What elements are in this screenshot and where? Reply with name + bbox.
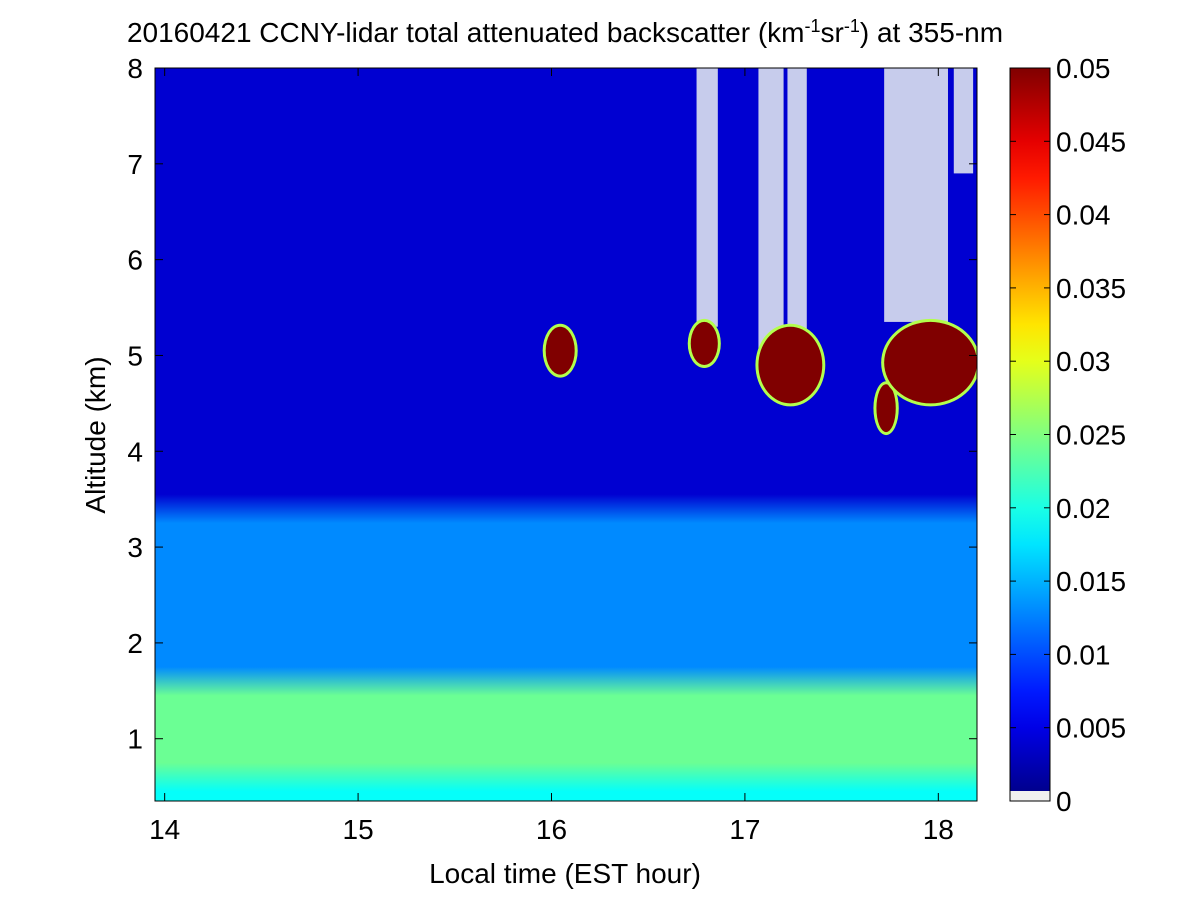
colorbar-tick-label: 0.02 xyxy=(1056,493,1111,524)
colorbar-tick-label: 0.025 xyxy=(1056,420,1126,451)
cloud-patch xyxy=(884,321,977,404)
signal-dropout-region xyxy=(953,68,974,174)
chart-title: 20160421 CCNY-lidar total attenuated bac… xyxy=(127,16,1003,48)
heatmap-layer-transition xyxy=(155,494,977,524)
colorbar-tick-label: 0.05 xyxy=(1056,53,1111,84)
plot-frame xyxy=(154,67,978,802)
y-tick-label: 2 xyxy=(127,628,143,659)
cloud-patch xyxy=(690,321,718,366)
colorbar-tick-label: 0.01 xyxy=(1056,639,1111,670)
x-tick-label: 17 xyxy=(729,814,760,845)
colorbar-tick-label: 0.035 xyxy=(1056,273,1126,304)
signal-dropout-region xyxy=(758,68,784,356)
heatmap-layer-transition xyxy=(155,762,977,792)
heatmap-layer-free-troposphere xyxy=(155,68,977,509)
y-tick-label: 7 xyxy=(127,149,143,180)
y-tick-label: 1 xyxy=(127,724,143,755)
colorbar-tick-label: 0.045 xyxy=(1056,126,1126,157)
colorbar: 0 0.005 0.01 0.015 0.02 0.025 0.03 0.035 0.04 0.0… xyxy=(1009,53,1126,817)
heatmap-layer-residual-layer xyxy=(155,508,977,682)
x-tick-label: 16 xyxy=(536,814,567,845)
colorbar-below-range xyxy=(1010,791,1050,801)
y-axis-label: Altitude (km) xyxy=(80,356,111,513)
signal-dropout-region xyxy=(696,68,718,327)
heatmap-layer-transition xyxy=(155,666,977,696)
heatmap-layer-boundary-layer xyxy=(155,681,977,778)
y-tick-label: 4 xyxy=(127,436,143,467)
signal-dropout-region xyxy=(787,68,807,356)
signal-dropout-region xyxy=(884,68,948,322)
colorbar-tick-label: 0 xyxy=(1056,786,1072,817)
x-tick-label: 14 xyxy=(149,814,180,845)
cloud-patch xyxy=(876,384,896,433)
colorbar-tick-label: 0.015 xyxy=(1056,566,1126,597)
x-axis: 14 15 16 17 18 xyxy=(149,68,954,845)
colorbar-tick-label: 0.03 xyxy=(1056,346,1111,377)
colorbar-tick-label: 0.04 xyxy=(1056,200,1111,231)
x-tick-label: 18 xyxy=(923,814,954,845)
y-axis: 1 2 3 4 5 6 7 8 xyxy=(127,53,977,755)
cloud-patch xyxy=(758,326,823,404)
y-tick-label: 6 xyxy=(127,245,143,276)
y-tick-label: 8 xyxy=(127,53,143,84)
colorbar-tick-label: 0.005 xyxy=(1056,713,1126,744)
colorbar-gradient xyxy=(1010,68,1050,801)
y-tick-label: 5 xyxy=(127,340,143,371)
cloud-patch xyxy=(545,326,575,375)
y-tick-label: 3 xyxy=(127,532,143,563)
x-tick-label: 15 xyxy=(343,814,374,845)
heatmap-plot-area xyxy=(155,68,977,801)
x-axis-label: Local time (EST hour) xyxy=(429,858,701,889)
